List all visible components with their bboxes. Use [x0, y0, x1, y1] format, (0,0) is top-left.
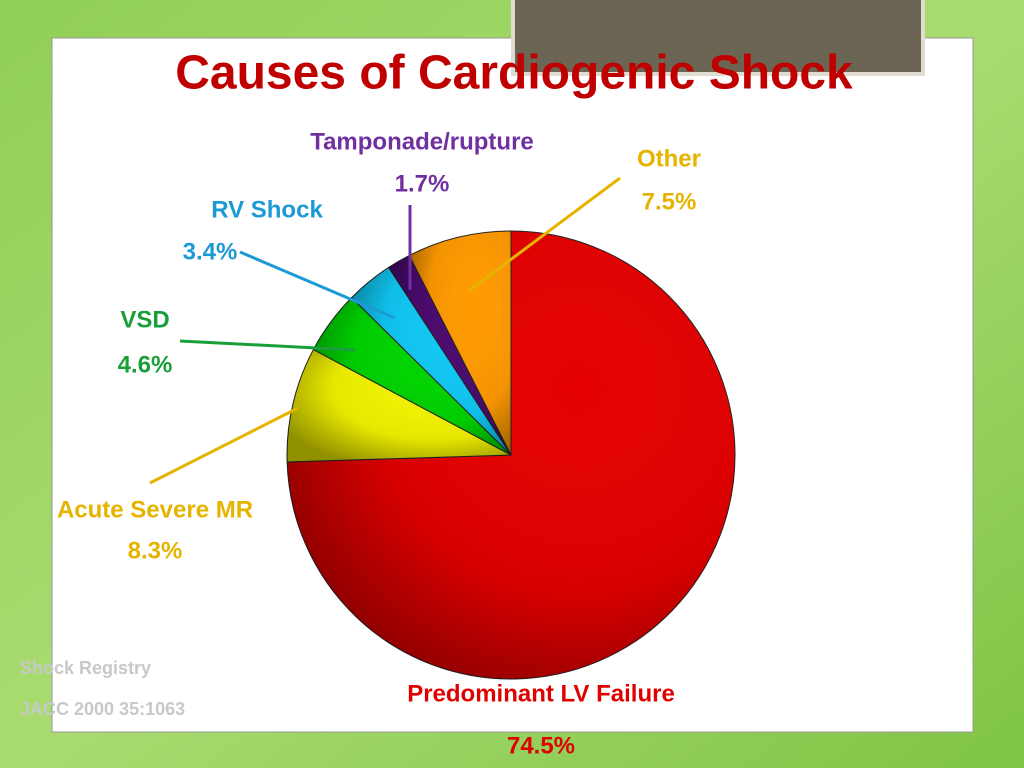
value-label: 4.6%	[118, 351, 173, 378]
slice-label: RV Shock	[211, 196, 323, 223]
source-note: JACC 2000 35:1063	[20, 699, 185, 719]
chart-title: Causes of Cardiogenic Shock	[175, 47, 853, 100]
leader-line	[149, 406, 299, 485]
leader-line	[469, 176, 621, 292]
value-label: 3.4%	[183, 238, 238, 265]
slice-label: VSD	[120, 306, 169, 333]
slice-label: Tamponade/rupture	[310, 128, 534, 155]
value-label: 74.5%	[507, 732, 575, 759]
value-label: 7.5%	[642, 188, 697, 215]
slice-label: Predominant LV Failure	[407, 680, 675, 707]
leader-line	[179, 339, 356, 352]
leader-line	[239, 250, 396, 320]
value-label: 1.7%	[395, 170, 450, 197]
slice-label: Acute Severe MR	[57, 496, 253, 523]
pie	[286, 230, 736, 680]
source-note: Shock Registry	[20, 658, 151, 678]
value-label: 8.3%	[128, 537, 183, 564]
header-decoration	[511, 0, 925, 76]
slice-label: Other	[637, 145, 701, 172]
